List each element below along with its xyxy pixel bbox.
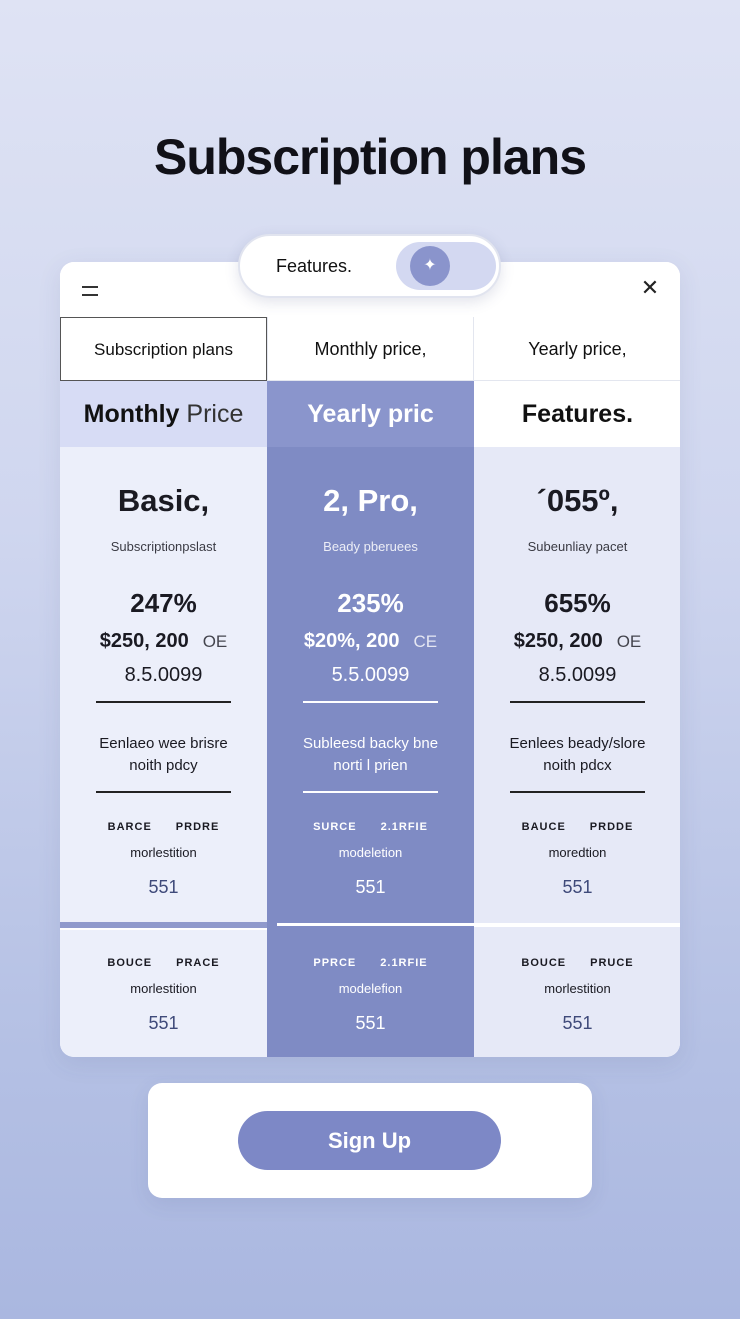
plan-percent: 247% [130,588,197,618]
plan-price-unit: CE [413,632,438,651]
divider [510,701,645,703]
feature-text: modeletion [338,845,403,860]
plan-price-number: 8.5.0099 [124,664,203,686]
plans-card: ✕ Subscription plans Monthly Price Basic… [60,262,680,1057]
divider [303,791,438,793]
plan-description-line-2: norti l prien [333,757,408,774]
feature-label: BOUCE [107,957,153,969]
plan-price-number: 5.5.0099 [331,664,410,686]
column-subheader: Features. [474,381,680,447]
feature-labels: PPRCE 2.1RFIE [267,957,474,969]
plan-price-value: $20%, 200 [303,630,400,652]
plan-description-line-2: noith pdcx [543,757,612,774]
feature-labels: BAUCE PRDDE [474,821,680,833]
feature-labels: BOUCE PRACE [60,957,267,969]
feature-count: 551 [148,877,179,897]
plan-name: Basic, [117,483,210,518]
section-divider [60,922,267,930]
feature-text: morlestition [130,845,197,860]
plan-subtitle: Beady pberuees [323,539,418,554]
feature-label: 2.1RFIE [380,957,428,969]
plan-column-2: Yearly price, Features. ´055º, Subeunlia… [474,317,680,1057]
plan-description-line-1: Subleesd backy bne [302,735,439,752]
plan-description-line-1: Eenlees beady/slore [509,735,646,752]
feature-count: 551 [562,1013,593,1033]
divider [96,791,231,793]
plan-description-line-1: Eenlaeo wee brisre [99,735,228,752]
sparkle-icon: ✦ [410,246,450,286]
feature-labels: BOUCE PRUCE [474,957,680,969]
feature-text: morlestition [544,981,611,996]
column-subheader-text: Monthly [83,400,180,428]
section-divider [277,923,484,927]
divider [96,701,231,703]
feature-label: 2.1RFIE [380,821,428,833]
plan-price: $250, 200 OE [60,630,267,653]
plan-price-unit: OE [202,632,228,651]
column-subheader: Monthly Price [60,381,267,447]
divider [510,791,645,793]
plan-percent: 655% [544,588,611,618]
column-header[interactable]: Subscription plans [60,317,267,381]
column-header[interactable]: Monthly price, [267,317,474,381]
feature-label: PPRCE [313,957,357,969]
sign-up-button[interactable]: Sign Up [238,1111,501,1170]
features-toggle-pill: Features. ✦ [238,234,501,298]
feature-label: SURCE [313,821,357,833]
plan-price: $20%, 200 CE [267,630,474,653]
feature-label: BAUCE [521,821,566,833]
page-title: Subscription plans [153,129,587,185]
feature-label: PRDDE [589,821,634,833]
plan-subtitle: Subeunliay pacet [527,539,628,554]
plan-name: 2, Pro, [323,483,418,518]
plan-price-value: $250, 200 [99,630,189,652]
feature-label: BARCE [107,821,152,833]
features-toggle[interactable]: ✦ [396,242,496,290]
feature-label: PRDRE [175,821,220,833]
plan-column-0: Subscription plans Monthly Price Basic, … [60,317,267,1057]
plan-price-unit: OE [616,632,642,651]
plan-description-line-2: noith pdcy [129,757,198,774]
features-label: Features. [276,256,353,276]
divider [303,701,438,703]
feature-count: 551 [148,1013,179,1033]
feature-text: moredtion [548,845,607,860]
column-subheader-text: Features. [521,400,634,428]
plan-name: ´055º, [536,483,619,518]
section-divider [474,923,680,927]
feature-text: modelefion [338,981,403,996]
plan-description: Subleesd backy bne norti l prien [267,733,474,777]
feature-labels: BARCE PRDRE [60,821,267,833]
feature-label: PRACE [176,957,220,969]
close-icon[interactable]: ✕ [640,275,660,300]
menu-icon[interactable] [82,286,98,296]
plan-price: $250, 200 OE [474,630,680,653]
plan-percent: 235% [337,588,404,618]
feature-label: PRUCE [590,957,634,969]
plan-description: Eenlees beady/slore noith pdcx [474,733,680,777]
column-header[interactable]: Yearly price, [474,317,680,381]
plan-price-number: 8.5.0099 [538,664,617,686]
plan-column-1: Monthly price, Yearly pric 2, Pro, Beady… [267,317,484,1057]
column-subheader: Yearly pric [267,381,474,447]
signup-card: Sign Up [148,1083,592,1198]
plan-price-value: $250, 200 [513,630,603,652]
plan-subtitle: Subscriptionpslast [110,539,217,554]
feature-labels: SURCE 2.1RFIE [267,821,474,833]
column-subheader-light: Price [179,400,244,428]
feature-text: morlestition [130,981,197,996]
feature-count: 551 [562,877,593,897]
column-subheader-text: Yearly pric [307,400,434,428]
feature-label: BOUCE [521,957,567,969]
plan-description: Eenlaeo wee brisre noith pdcy [60,733,267,777]
feature-count: 551 [355,1013,386,1033]
feature-count: 551 [355,877,386,897]
